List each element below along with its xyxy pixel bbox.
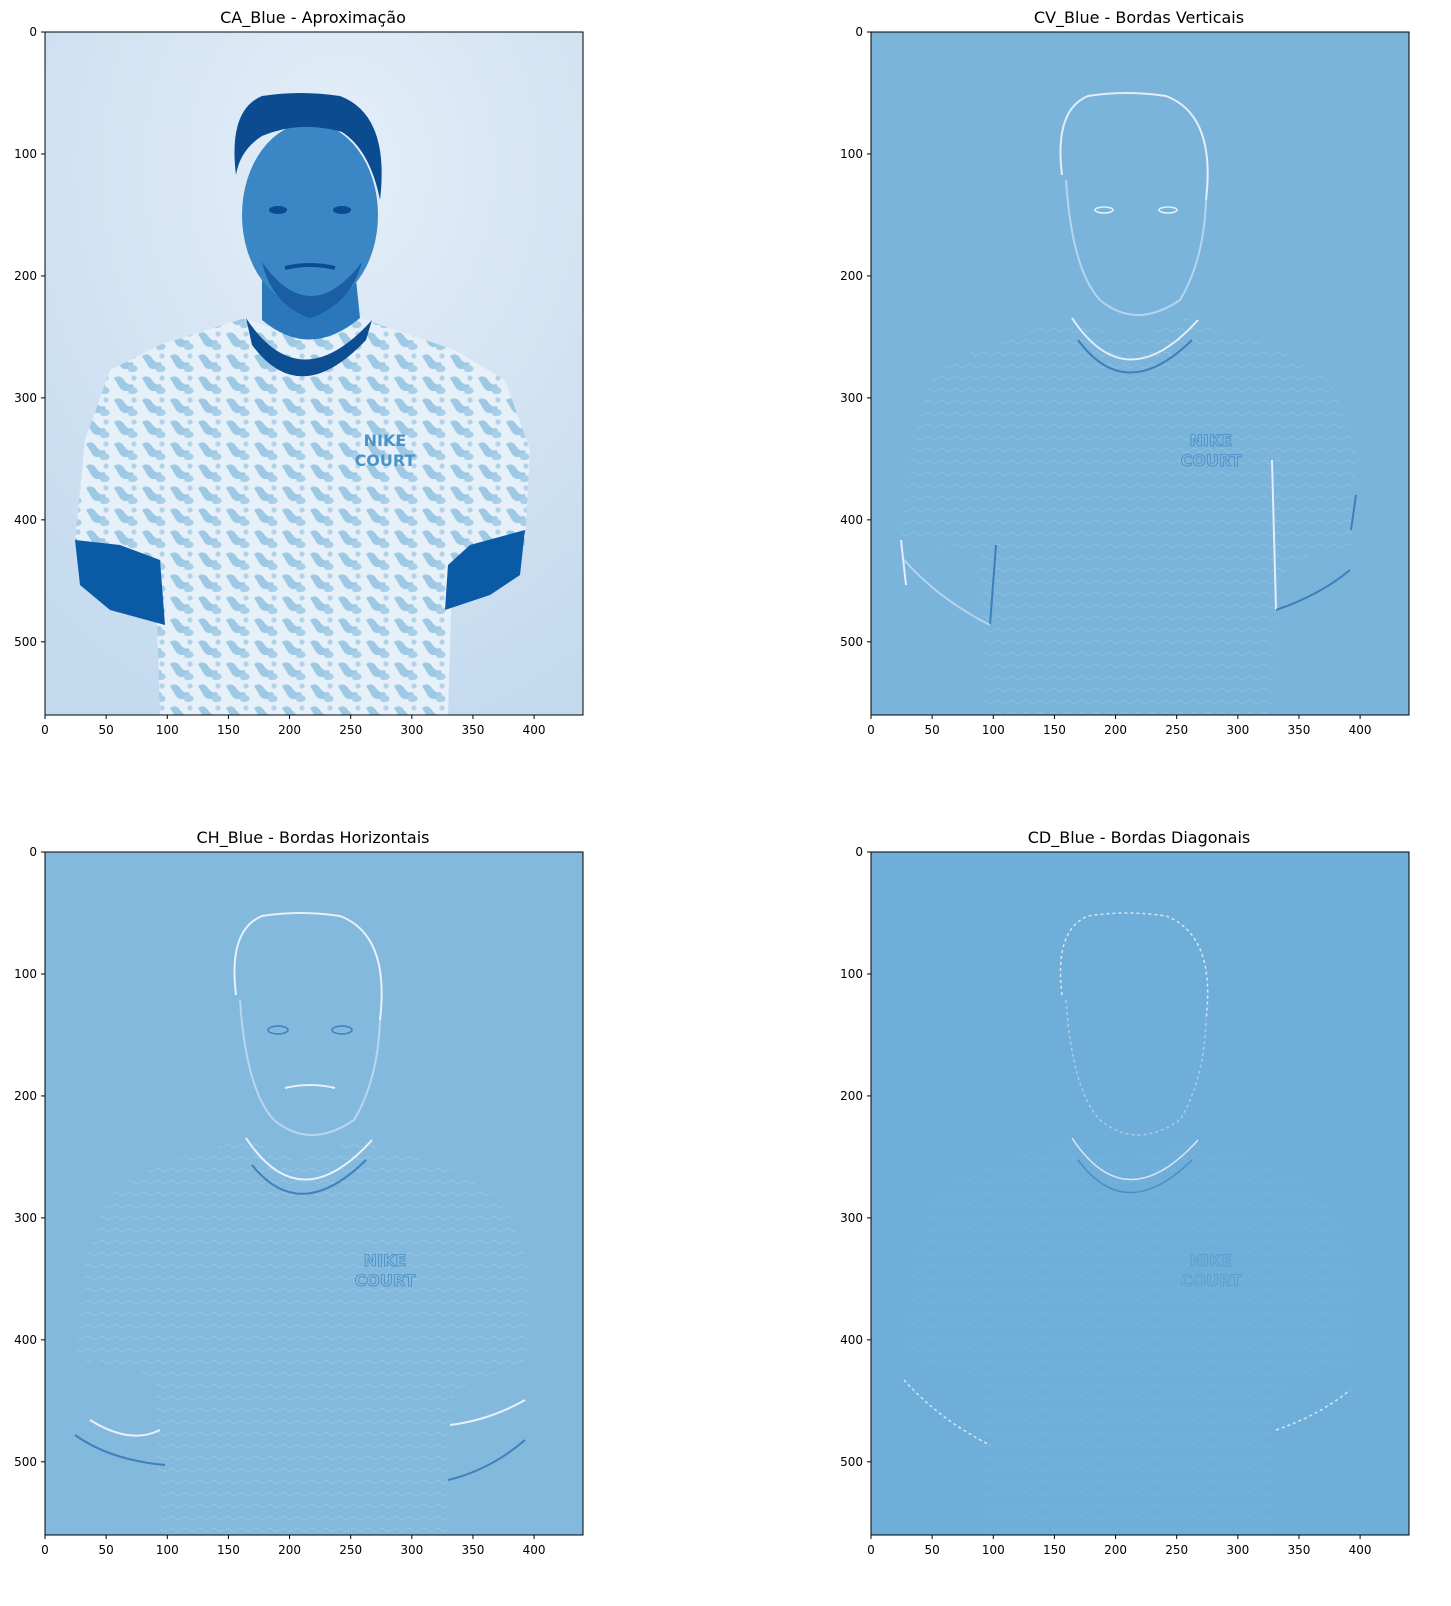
svg-text:COURT: COURT <box>355 451 416 470</box>
y-tick-label-ca: 300 <box>14 391 37 405</box>
x-tick-label-ch: 0 <box>41 1543 49 1557</box>
axes-frame-ca <box>44 31 584 716</box>
x-tick-label-ch: 50 <box>98 1543 113 1557</box>
x-tick-label-cd: 50 <box>924 1543 939 1557</box>
y-tick-label-ca: 100 <box>14 147 37 161</box>
svg-text:NIKE: NIKE <box>1190 1251 1233 1270</box>
x-tick-label-cv: 300 <box>1226 723 1249 737</box>
image-cv-vertical-edges: NIKE COURT <box>871 32 1409 715</box>
y-tick-label-ch: 0 <box>29 845 37 859</box>
x-tick-label-cd: 100 <box>982 1543 1005 1557</box>
y-tick-label-cd: 0 <box>855 845 863 859</box>
x-tick-label-cv: 100 <box>982 723 1005 737</box>
y-tick-label-cd: 100 <box>840 967 863 981</box>
x-tick-label-ca: 350 <box>462 723 485 737</box>
y-tick-label-cd: 200 <box>840 1089 863 1103</box>
y-tick-label-ch: 400 <box>14 1333 37 1347</box>
x-tick-label-ch: 100 <box>156 1543 179 1557</box>
image-cd-diagonal-edges: NIKE COURT <box>871 852 1409 1535</box>
svg-text:COURT: COURT <box>355 1271 416 1290</box>
x-tick-label-cd: 0 <box>867 1543 875 1557</box>
x-tick-label-cd: 400 <box>1349 1543 1372 1557</box>
image-ch-horizontal-edges: NIKE COURT <box>45 852 583 1535</box>
x-tick-label-ch: 300 <box>400 1543 423 1557</box>
x-tick-label-cd: 200 <box>1104 1543 1127 1557</box>
y-tick-label-cd: 400 <box>840 1333 863 1347</box>
x-tick-label-ca: 200 <box>278 723 301 737</box>
svg-text:NIKE: NIKE <box>364 431 407 450</box>
y-tick-label-ch: 500 <box>14 1455 37 1469</box>
x-tick-label-ch: 350 <box>462 1543 485 1557</box>
x-tick-label-cd: 150 <box>1043 1543 1066 1557</box>
panel-title-cd: CD_Blue - Bordas Diagonais <box>1027 828 1251 847</box>
x-tick-label-cv: 250 <box>1165 723 1188 737</box>
x-tick-label-ca: 300 <box>400 723 423 737</box>
x-tick-label-ca: 0 <box>41 723 49 737</box>
panel-title-ch: CH_Blue - Bordas Horizontais <box>196 828 430 847</box>
panel-title-ca: CA_Blue - Aproximação <box>220 8 406 27</box>
y-tick-label-ca: 200 <box>14 269 37 283</box>
x-tick-label-ca: 250 <box>339 723 362 737</box>
svg-text:NIKE: NIKE <box>364 1251 407 1270</box>
y-tick-label-ch: 100 <box>14 967 37 981</box>
axes-layer: 0 50 100 150 200 250 300 350 4000100200300400500… <box>14 25 1410 1557</box>
x-tick-label-ca: 150 <box>217 723 240 737</box>
x-tick-label-cv: 400 <box>1349 723 1372 737</box>
axes-frame-cv <box>870 31 1410 716</box>
y-tick-label-ch: 200 <box>14 1089 37 1103</box>
y-tick-label-ca: 400 <box>14 513 37 527</box>
x-tick-label-ch: 400 <box>523 1543 546 1557</box>
x-tick-label-cd: 300 <box>1226 1543 1249 1557</box>
y-tick-label-cv: 100 <box>840 147 863 161</box>
x-tick-label-ch: 250 <box>339 1543 362 1557</box>
svg-text:NIKE: NIKE <box>1190 431 1233 450</box>
y-tick-label-cv: 500 <box>840 635 863 649</box>
svg-text:COURT: COURT <box>1181 451 1242 470</box>
y-tick-label-cv: 200 <box>840 269 863 283</box>
image-ca-approximation: NIKE COURT <box>45 32 583 715</box>
panel-title-cv: CV_Blue - Bordas Verticais <box>1033 8 1245 27</box>
x-tick-label-ch: 150 <box>217 1543 240 1557</box>
svg-text:COURT: COURT <box>1181 1271 1242 1290</box>
x-tick-label-cv: 350 <box>1288 723 1311 737</box>
x-tick-label-cd: 250 <box>1165 1543 1188 1557</box>
x-tick-label-cv: 200 <box>1104 723 1127 737</box>
y-tick-label-cd: 300 <box>840 1211 863 1225</box>
y-tick-label-cv: 400 <box>840 513 863 527</box>
x-tick-label-ca: 400 <box>523 723 546 737</box>
y-tick-label-ca: 500 <box>14 635 37 649</box>
y-tick-label-cv: 0 <box>855 25 863 39</box>
x-tick-label-ca: 100 <box>156 723 179 737</box>
axes-frame-ch <box>44 851 584 1536</box>
x-tick-label-cv: 0 <box>867 723 875 737</box>
x-tick-label-cv: 50 <box>924 723 939 737</box>
y-tick-label-ch: 300 <box>14 1211 37 1225</box>
x-tick-label-ch: 200 <box>278 1543 301 1557</box>
axes-frame-cd <box>870 851 1410 1536</box>
y-tick-label-cd: 500 <box>840 1455 863 1469</box>
x-tick-label-ca: 50 <box>98 723 113 737</box>
x-tick-label-cd: 350 <box>1288 1543 1311 1557</box>
y-tick-label-ca: 0 <box>29 25 37 39</box>
x-tick-label-cv: 150 <box>1043 723 1066 737</box>
y-tick-label-cv: 300 <box>840 391 863 405</box>
